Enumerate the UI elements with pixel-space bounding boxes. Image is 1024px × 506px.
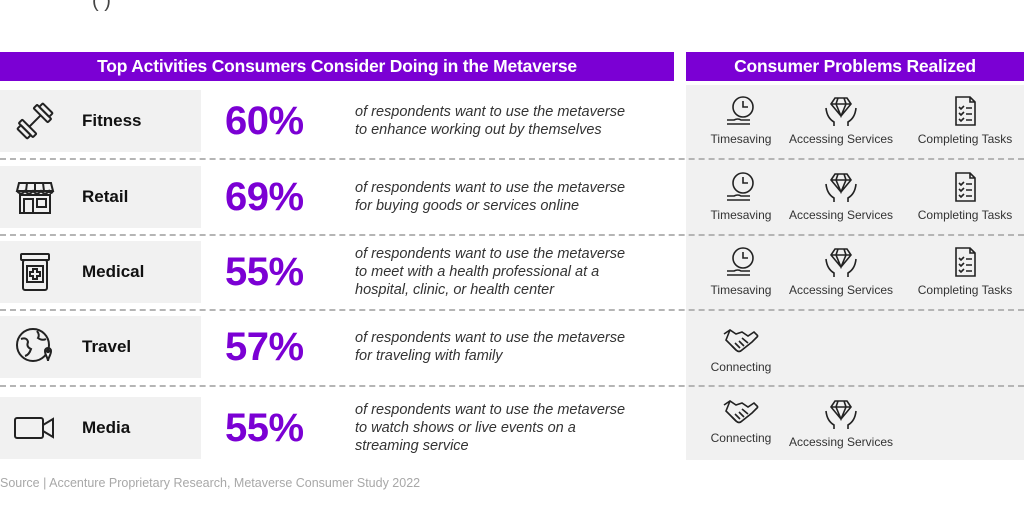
clock-hand-icon xyxy=(727,247,754,276)
handshake-icon xyxy=(723,329,759,353)
problem-item: Connecting xyxy=(686,326,796,374)
desc-line: streaming service xyxy=(355,438,469,454)
activity-name: Retail xyxy=(70,166,201,228)
activity-description: of respondents want to use the metaverse… xyxy=(355,397,685,459)
problem-item: Timesaving xyxy=(686,245,796,297)
handshake-icon xyxy=(723,400,759,424)
problem-item: Completing Tasks xyxy=(906,94,1024,146)
activity-name: Medical xyxy=(70,241,201,303)
diamond-hands-icon xyxy=(825,400,857,429)
activity-icon-cell xyxy=(0,166,70,228)
clock-hand-icon xyxy=(727,96,754,125)
problems-panel xyxy=(686,85,1024,460)
problem-label: Completing Tasks xyxy=(917,132,1013,146)
activity-percent: 55% xyxy=(225,405,304,450)
problem-label: Connecting xyxy=(710,360,772,374)
diamond-hands-icon xyxy=(825,248,857,277)
problem-item: Accessing Services xyxy=(786,245,896,297)
activity-percent: 55% xyxy=(225,249,304,294)
activity-description: of respondents want to use the metaverse… xyxy=(355,241,685,303)
desc-line: of respondents want to use the metaverse xyxy=(355,330,626,346)
activity-percent: 60% xyxy=(225,98,304,143)
activity-icon-cell xyxy=(0,316,70,378)
problem-item: Accessing Services xyxy=(786,170,896,222)
checklist-icon xyxy=(955,247,976,277)
problem-item: Accessing Services xyxy=(786,94,896,146)
activity-name: Fitness xyxy=(70,90,201,152)
desc-line: to watch shows or live events on a xyxy=(355,420,576,436)
problem-item: Accessing Services xyxy=(786,397,896,449)
desc-line: hospital, clinic, or health center xyxy=(355,282,555,298)
desc-line: to meet with a health professional at a xyxy=(355,264,600,280)
problem-item: Connecting xyxy=(686,397,796,445)
source-note: Source | Accenture Proprietary Research,… xyxy=(0,476,421,490)
problem-label: Timesaving xyxy=(710,283,772,297)
activity-description: of respondents want to use the metaverse… xyxy=(355,166,685,228)
activity-name: Media xyxy=(70,397,201,459)
problem-label: Accessing Services xyxy=(788,132,894,146)
checklist-icon xyxy=(955,172,976,202)
activity-percent: 57% xyxy=(225,324,304,369)
problem-label: Timesaving xyxy=(710,208,772,222)
desc-line: of respondents want to use the metaverse xyxy=(355,402,626,418)
checklist-icon xyxy=(955,96,976,126)
problem-label: Accessing Services xyxy=(788,435,894,449)
problem-label: Connecting xyxy=(710,431,772,445)
clock-hand-icon xyxy=(727,172,754,201)
globe-pin-icon xyxy=(16,328,53,362)
problem-item: Timesaving xyxy=(686,94,796,146)
desc-line: of respondents want to use the metaverse xyxy=(355,180,626,196)
video-camera-icon xyxy=(14,417,54,439)
activity-row-media: Media 55% of respondents want to use the… xyxy=(0,397,674,459)
activities-header: Top Activities Consumers Consider Doing … xyxy=(0,52,674,81)
activity-row-fitness: Fitness 60% of respondents want to use t… xyxy=(0,90,674,152)
problem-label: Timesaving xyxy=(710,132,772,146)
cropped-text-fragment: ( ) xyxy=(92,0,111,12)
activity-name: Travel xyxy=(70,316,201,378)
medicine-bottle-icon xyxy=(20,253,50,291)
storefront-icon xyxy=(15,182,55,214)
activity-icon-cell xyxy=(0,397,70,459)
problem-label: Completing Tasks xyxy=(917,208,1013,222)
desc-line: of respondents want to use the metaverse xyxy=(355,104,626,120)
problem-item: Completing Tasks xyxy=(906,245,1024,297)
desc-line: to enhance working out by themselves xyxy=(355,122,602,138)
problem-label: Accessing Services xyxy=(788,283,894,297)
activity-row-travel: Travel 57% of respondents want to use th… xyxy=(0,316,674,378)
dumbbell-icon xyxy=(16,102,54,140)
row-divider xyxy=(0,158,1024,160)
row-divider xyxy=(0,385,1024,387)
problem-label: Accessing Services xyxy=(788,208,894,222)
desc-line: for traveling with family xyxy=(355,348,503,364)
activity-row-medical: Medical 55% of respondents want to use t… xyxy=(0,241,674,303)
diamond-hands-icon xyxy=(825,173,857,202)
activity-icon-cell xyxy=(0,241,70,303)
activity-percent: 69% xyxy=(225,174,304,219)
activity-description: of respondents want to use the metaverse… xyxy=(355,90,685,152)
problems-header: Consumer Problems Realized xyxy=(686,52,1024,81)
activity-row-retail: Retail 69% of respondents want to use th… xyxy=(0,166,674,228)
activity-icon-cell xyxy=(0,90,70,152)
diamond-hands-icon xyxy=(825,97,857,126)
desc-line: for buying goods or services online xyxy=(355,198,580,214)
problem-item: Completing Tasks xyxy=(906,170,1024,222)
problem-item: Timesaving xyxy=(686,170,796,222)
row-divider xyxy=(0,234,1024,236)
activity-description: of respondents want to use the metaverse… xyxy=(355,316,685,378)
problem-label: Completing Tasks xyxy=(917,283,1013,297)
desc-line: of respondents want to use the metaverse xyxy=(355,246,626,262)
row-divider xyxy=(0,309,1024,311)
